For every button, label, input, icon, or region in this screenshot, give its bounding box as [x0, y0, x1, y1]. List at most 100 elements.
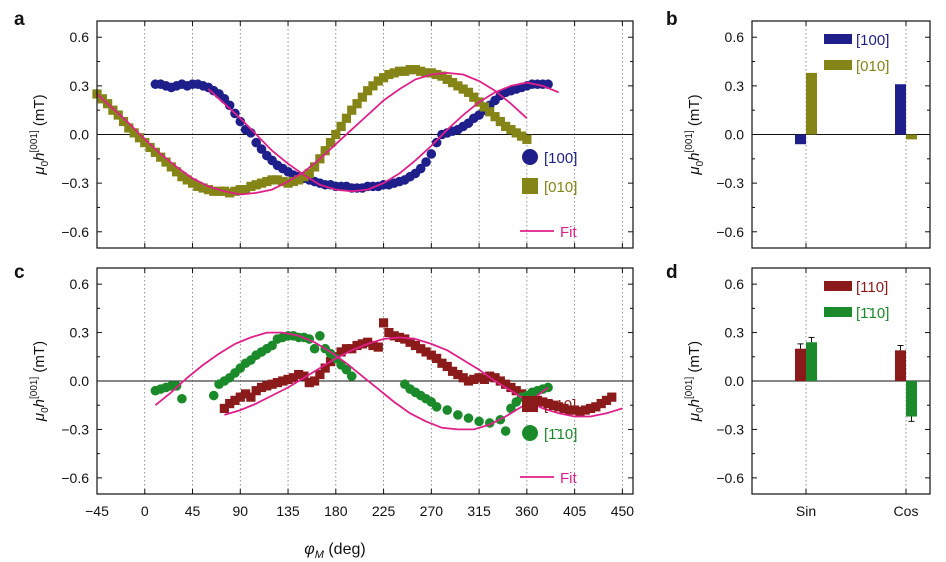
y-tick-label: −0.6 — [716, 224, 744, 240]
data-point — [140, 138, 150, 148]
x-tick-label: 180 — [324, 503, 348, 519]
y-tick-label: 0.3 — [725, 325, 745, 341]
data-point — [347, 105, 357, 115]
data-point — [352, 340, 362, 351]
data-point — [325, 138, 336, 148]
data-point — [426, 350, 436, 360]
y-tick-label: 0.0 — [725, 373, 745, 389]
data-point — [224, 100, 235, 111]
data-point — [272, 175, 283, 185]
data-point — [479, 374, 490, 384]
bar — [795, 348, 806, 381]
y-tick-label: −0.6 — [61, 224, 89, 240]
data-point — [294, 369, 304, 380]
bar — [806, 72, 817, 135]
panel-b: b −0.6 −0.3 0.0 0.3 0.6 μ0h[001] (mT) [100] [010… — [666, 9, 931, 249]
legend-label: [1̄10] — [856, 305, 889, 322]
data-point — [596, 399, 606, 409]
data-point — [294, 175, 304, 185]
y-tick-label: −0.6 — [716, 470, 744, 486]
data-point — [421, 157, 431, 167]
data-point — [453, 81, 463, 91]
data-point — [501, 121, 511, 131]
y-axis-label: μ0h[001] (mT) — [684, 341, 706, 422]
x-tick-label: 90 — [232, 503, 248, 519]
data-point — [485, 107, 495, 117]
data-point — [490, 112, 500, 122]
legend-label: Fit — [560, 224, 577, 241]
data-point — [309, 376, 320, 386]
data-point — [500, 426, 511, 436]
data-point — [267, 175, 277, 185]
data-point — [543, 399, 553, 409]
x-tick-label: 450 — [611, 503, 635, 519]
y-tick-label: 0.3 — [725, 78, 745, 94]
data-point — [564, 405, 574, 415]
data-point — [368, 81, 378, 91]
data-point — [447, 78, 458, 88]
data-point — [304, 378, 314, 388]
data-point — [161, 157, 171, 167]
y-tick-label: −0.3 — [61, 175, 89, 191]
data-point — [171, 381, 182, 391]
data-point — [363, 337, 373, 347]
data-point — [410, 340, 421, 351]
legend-label: [010] — [544, 179, 577, 196]
x-tick-label: 135 — [276, 503, 300, 519]
data-point — [124, 123, 134, 133]
data-point — [516, 131, 527, 141]
data-point — [256, 178, 267, 188]
legend: [110] [1̄10] — [824, 279, 889, 322]
data-point — [607, 392, 617, 402]
data-point — [208, 390, 219, 401]
data-point — [363, 86, 373, 96]
data-point — [251, 137, 262, 148]
legend-marker — [824, 307, 852, 317]
legend-label: [100] — [544, 150, 577, 167]
legend-label: [1̄10] — [544, 426, 577, 443]
data-point — [315, 331, 325, 341]
plot-frame — [751, 267, 931, 495]
data-point — [522, 134, 532, 144]
legend-marker — [824, 281, 852, 291]
y-tick-label: −0.3 — [61, 421, 89, 437]
y-tick-label: 0.0 — [70, 127, 90, 143]
bar — [806, 342, 817, 381]
fit-curve — [207, 81, 560, 193]
data-point — [416, 66, 426, 76]
data-point — [336, 121, 346, 131]
plot-frame — [96, 20, 634, 249]
data-point — [235, 392, 245, 402]
data-point — [246, 392, 256, 402]
bar — [895, 84, 906, 135]
bar — [795, 134, 806, 145]
data-point — [336, 347, 346, 357]
data-point — [495, 376, 505, 386]
data-point — [288, 176, 298, 187]
x-tick-label: 0 — [141, 503, 149, 519]
data-point — [288, 373, 298, 383]
data-point — [373, 76, 383, 86]
legend-label: [010] — [856, 58, 889, 75]
data-point — [453, 369, 463, 380]
legend-marker — [522, 425, 538, 441]
data-point — [251, 180, 261, 190]
data-point — [570, 405, 580, 415]
data-point — [400, 66, 410, 76]
category-label: Cos — [894, 503, 919, 519]
y-tick-label: −0.3 — [716, 175, 744, 191]
data-point — [453, 410, 463, 420]
y-tick-label: −0.6 — [61, 470, 89, 486]
data-point — [209, 186, 219, 196]
category-label: Sin — [796, 503, 816, 519]
data-point — [267, 340, 277, 351]
y-tick-label: 0.3 — [70, 78, 90, 94]
legend: [100] [010] — [824, 32, 889, 75]
data-point — [442, 405, 453, 415]
data-point — [150, 147, 160, 157]
data-point — [309, 343, 320, 354]
legend-marker — [824, 60, 852, 70]
data-point — [501, 379, 511, 389]
legend-marker — [824, 34, 852, 44]
data-point — [580, 405, 590, 415]
